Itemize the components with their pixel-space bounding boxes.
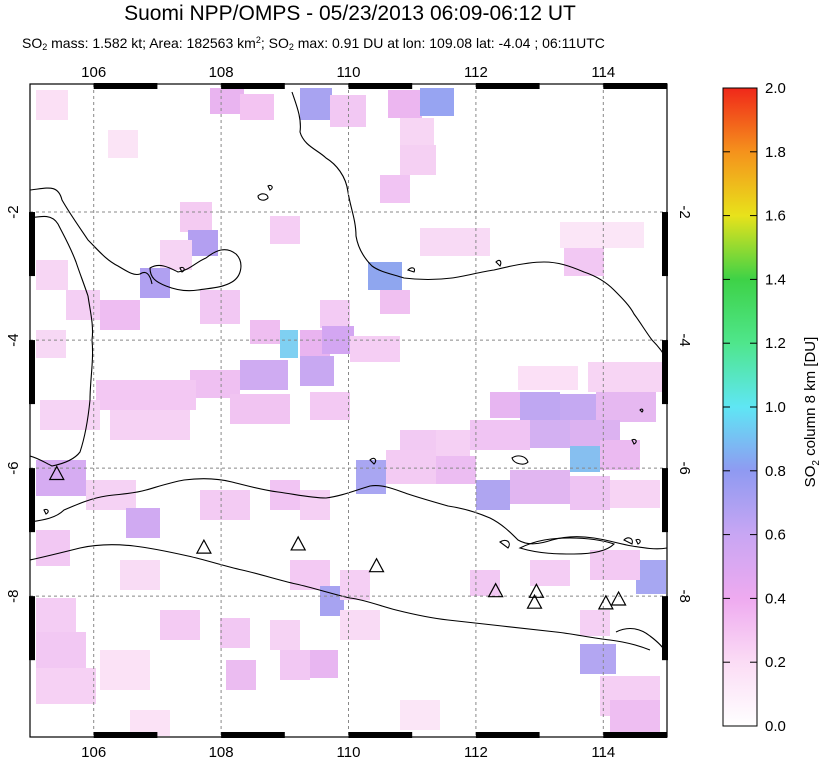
frame-ticks <box>29 83 668 738</box>
lon-tick-label-top: 112 <box>464 64 488 81</box>
lon-tick-label-top: 114 <box>591 64 615 81</box>
frame-bar-top <box>93 83 158 89</box>
frame-bar-top <box>475 83 540 89</box>
colorbar-tick-label: 0.0 <box>765 718 786 735</box>
frame-bar-top <box>603 83 667 89</box>
colorbar-tick-label: 1.4 <box>765 271 786 288</box>
colorbar-tick-label: 0.4 <box>765 590 786 607</box>
colorbar-tick-label: 0.8 <box>765 463 786 480</box>
frame-bar-top <box>221 83 285 89</box>
colorbar-tick-label: 0.6 <box>765 527 786 544</box>
volcano-triangle <box>48 465 65 481</box>
volcano-triangle <box>526 593 543 609</box>
volcano-triangle <box>528 583 545 598</box>
lat-tick-label-left: -4 <box>5 333 22 346</box>
colorbar-ticks: 0.0 0.2 0.4 0.6 0.8 1.0 1.2 1.4 1.6 1.8 2.0 <box>723 80 786 735</box>
frame-bar-left <box>29 212 35 277</box>
colorbar: 0.0 0.2 0.4 0.6 0.8 1.0 1.2 1.4 1.6 1.8 2.0 SO2 co… <box>722 80 822 735</box>
colorbar-tick-label: 1.2 <box>765 335 786 352</box>
lon-tick-label-bottom: 108 <box>209 744 234 759</box>
volcano-triangle <box>597 594 614 610</box>
lat-tick-label-right: -2 <box>676 205 693 218</box>
volcano-triangle <box>610 590 627 606</box>
volcano-triangle <box>195 538 212 554</box>
frame-bar-left <box>29 468 35 533</box>
lon-tick-label-bottom: 112 <box>464 744 488 759</box>
volcano-markers <box>48 465 627 610</box>
lon-tick-label-top: 110 <box>337 64 361 81</box>
lon-tick-label-top: 106 <box>81 64 106 81</box>
frame-bar-bottom <box>603 732 667 738</box>
frame-bar-bottom <box>221 732 285 738</box>
axis-labels: 106 106 108 108 110 110 112 112 114 114 -2 -2 -4 -4 -6… <box>5 64 693 759</box>
colorbar-tick-label: 1.0 <box>765 399 786 416</box>
lat-tick-label-right: -6 <box>676 461 693 474</box>
lat-tick-label-right: -4 <box>676 333 693 346</box>
frame-bar-top <box>348 83 413 89</box>
graticule <box>30 84 667 737</box>
frame-bar-right <box>662 212 668 277</box>
coastlines <box>30 91 667 655</box>
frame-bar-bottom <box>93 732 158 738</box>
frame-bar-right <box>662 596 668 661</box>
volcano-triangle <box>487 582 504 598</box>
volcano-triangle <box>290 535 307 551</box>
lon-tick-label-bottom: 110 <box>337 744 361 759</box>
frame-bar-bottom <box>475 732 540 738</box>
lat-tick-label-left: -6 <box>5 461 22 474</box>
colorbar-label: SO2 column 8 km [DU] <box>802 337 822 488</box>
map-title: Suomi NPP/OMPS - 05/23/2013 06:09-06:12 … <box>124 2 576 25</box>
volcano-triangle <box>368 557 385 573</box>
frame-bar-left <box>29 596 35 661</box>
so2-pixel-layer <box>36 88 666 736</box>
colorbar-tick-label: 2.0 <box>765 80 786 97</box>
lon-tick-label-top: 108 <box>209 64 234 81</box>
lat-tick-label-left: -2 <box>5 205 22 218</box>
lat-tick-label-right: -8 <box>676 589 693 602</box>
frame-bar-bottom <box>348 732 413 738</box>
lon-tick-label-bottom: 114 <box>591 744 615 759</box>
lon-tick-label-bottom: 106 <box>81 744 106 759</box>
frame-bar-left <box>29 340 35 405</box>
frame-bar-right <box>662 340 668 405</box>
colorbar-tick-label: 0.2 <box>765 654 786 671</box>
map-subtitle: SO2 mass: 1.582 kt; Area: 182563 km2; SO… <box>22 35 605 52</box>
lat-tick-label-left: -8 <box>5 589 22 602</box>
frame-bar-right <box>662 468 668 533</box>
colorbar-tick-label: 1.8 <box>765 144 786 161</box>
colorbar-tick-label: 1.6 <box>765 208 786 225</box>
